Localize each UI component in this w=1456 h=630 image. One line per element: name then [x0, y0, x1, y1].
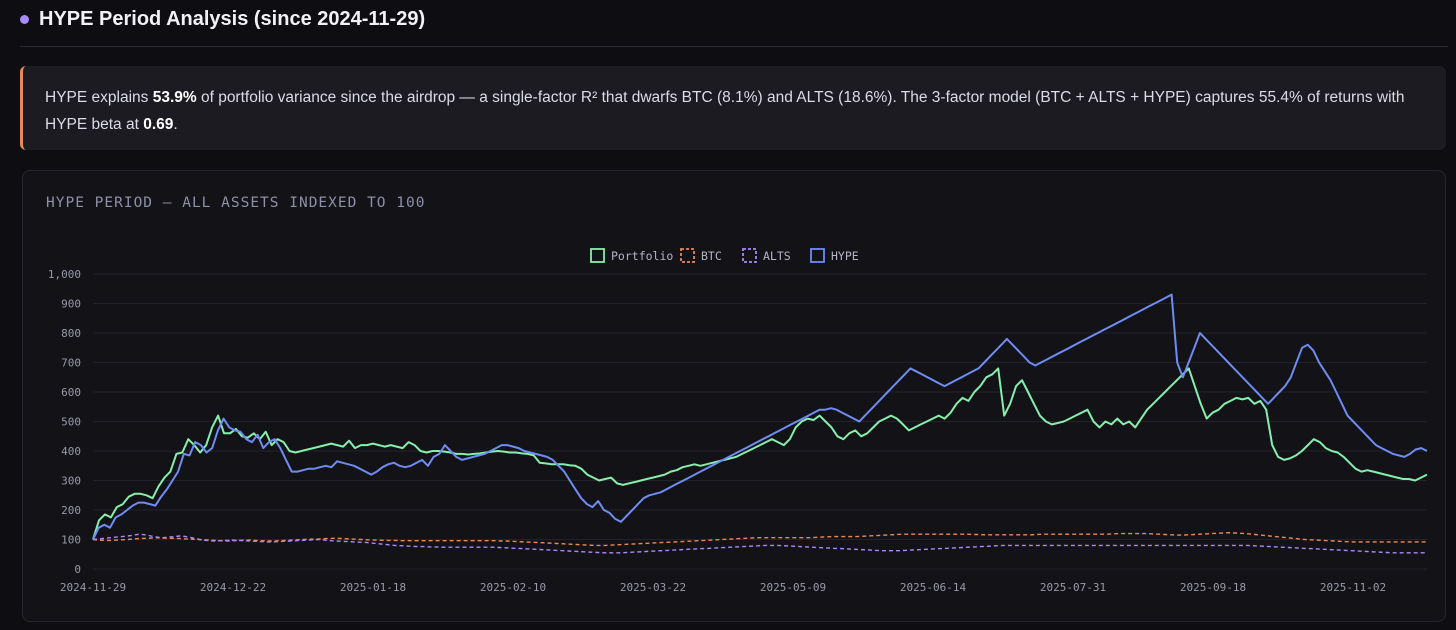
insight-callout: HYPE explains 53.9% of portfolio varianc…: [20, 66, 1446, 150]
legend-item-portfolio[interactable]: Portfolio: [590, 248, 673, 263]
legend-item-btc[interactable]: BTC: [680, 248, 722, 263]
legend-label: ALTS: [763, 249, 791, 263]
series-line-hype: [92, 293, 1428, 540]
y-tick-label: 900: [61, 298, 81, 311]
series-lines: [92, 293, 1428, 554]
y-tick-label: 200: [61, 504, 81, 517]
section-header: HYPE Period Analysis (since 2024-11-29): [20, 8, 425, 31]
y-tick-label: 400: [61, 445, 81, 458]
bullet-dot-icon: [20, 15, 29, 24]
y-tick-label: 800: [61, 327, 81, 340]
legend-label: Portfolio: [611, 249, 673, 263]
section-title: HYPE Period Analysis (since 2024-11-29): [39, 8, 426, 30]
legend-swatch: [590, 248, 605, 263]
y-tick-label: 700: [61, 357, 81, 370]
x-tick-label: 2025-11-02: [1320, 581, 1386, 594]
y-tick-label: 600: [61, 386, 81, 399]
callout-text-2: of portfolio variance since the airdrop …: [45, 89, 1405, 133]
legend-label: BTC: [701, 249, 722, 263]
line-chart: 0 100 200 300 400 500 600 700 800 900 1,000 2024-1…: [48, 248, 1428, 594]
callout-text-1: HYPE explains: [45, 89, 153, 106]
legend-item-alts[interactable]: ALTS: [742, 248, 791, 263]
x-tick-label: 2025-09-18: [1180, 581, 1246, 594]
x-tick-label: 2024-11-29: [60, 581, 126, 594]
y-tick-label: 100: [61, 534, 81, 547]
y-tick-label: 300: [61, 475, 81, 488]
chart-legend[interactable]: Portfolio BTC ALTS HYPE: [590, 248, 859, 263]
y-tick-label: 0: [74, 563, 81, 576]
x-tick-label: 2025-02-10: [480, 581, 546, 594]
grid-lines: [93, 273, 1427, 570]
callout-bold-2: 0.69: [143, 116, 174, 133]
x-tick-label: 2025-07-31: [1040, 581, 1106, 594]
x-tick-label: 2025-06-14: [900, 581, 967, 594]
chart-card: HYPE PERIOD — ALL ASSETS INDEXED TO 100 …: [22, 170, 1446, 622]
series-line-alts: [92, 533, 1427, 554]
y-tick-label: 500: [61, 416, 81, 429]
legend-swatch: [742, 248, 757, 263]
header-divider: [20, 46, 1448, 47]
x-tick-label: 2024-12-22: [200, 581, 266, 594]
callout-text-3: .: [173, 116, 178, 133]
series-line-portfolio: [92, 367, 1428, 540]
legend-swatch: [680, 248, 695, 263]
callout-bold-1: 53.9%: [152, 89, 197, 106]
legend-item-hype[interactable]: HYPE: [810, 248, 859, 263]
x-tick-label: 2025-05-09: [760, 581, 826, 594]
x-tick-label: 2025-03-22: [620, 581, 686, 594]
legend-label: HYPE: [831, 249, 859, 263]
y-tick-label: 1,000: [48, 268, 81, 281]
x-axis: 2024-11-29 2024-12-22 2025-01-18 2025-02-10…: [60, 581, 1386, 594]
x-tick-label: 2025-01-18: [340, 581, 406, 594]
series-line-btc: [92, 532, 1427, 547]
y-axis: 0 100 200 300 400 500 600 700 800 900 1,000: [48, 268, 81, 576]
chart-title: HYPE PERIOD — ALL ASSETS INDEXED TO 100: [46, 195, 426, 211]
legend-swatch: [810, 248, 825, 263]
